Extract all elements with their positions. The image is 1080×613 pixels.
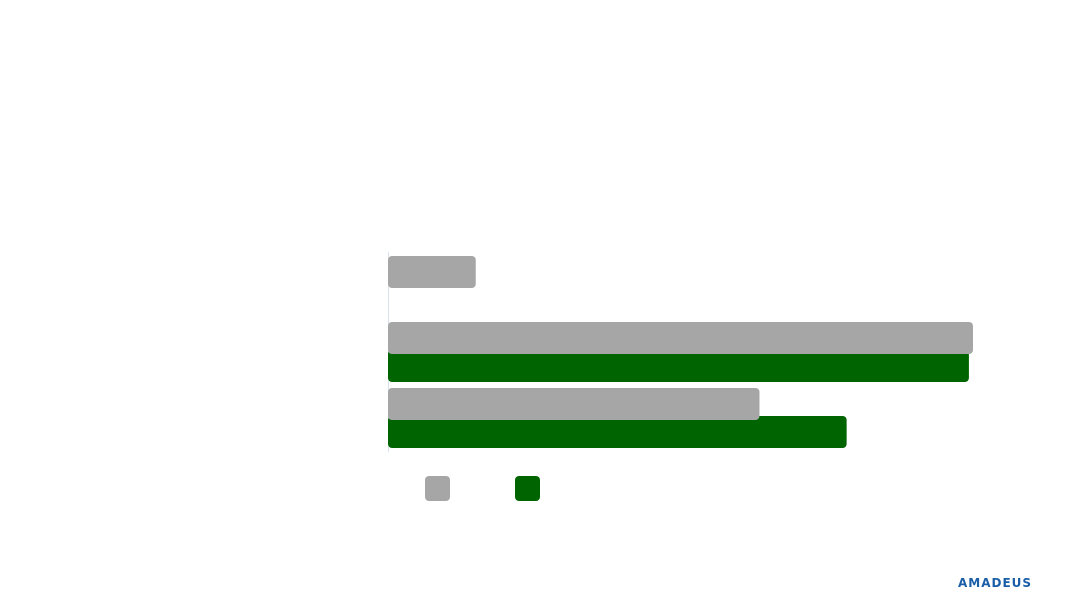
legend-swatch-series-1: [425, 476, 450, 501]
bar-series-1-category-2: [388, 322, 973, 354]
amadeus-logo: AMADEUS: [958, 576, 1033, 590]
legend-swatch-series-2: [515, 476, 540, 501]
bars-group: [388, 256, 973, 448]
bar-series-2-category-3: [388, 416, 847, 448]
legend: [425, 476, 540, 501]
bar-series-1-category-3: [388, 388, 760, 420]
bar-series-2-category-2: [388, 350, 969, 382]
bar-series-1-category-1: [388, 256, 476, 288]
